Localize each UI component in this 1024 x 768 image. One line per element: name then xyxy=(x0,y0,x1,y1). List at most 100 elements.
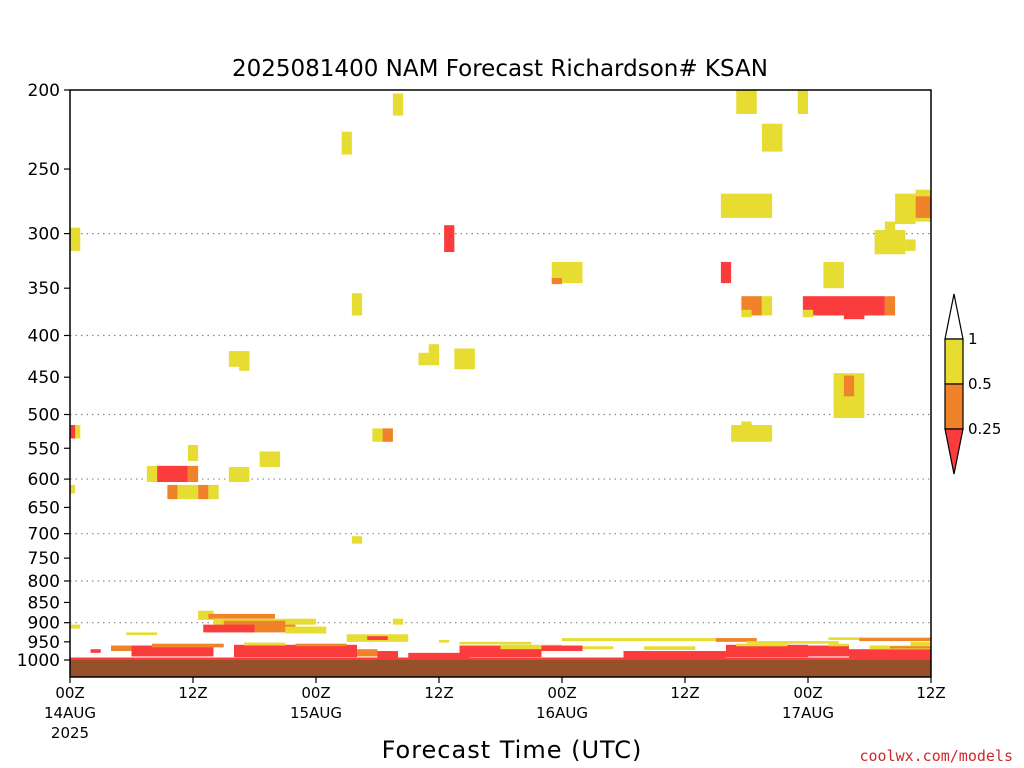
richardson-cell xyxy=(167,484,178,500)
richardson-cell xyxy=(228,467,250,483)
richardson-cell xyxy=(259,451,281,468)
richardson-cell xyxy=(444,225,455,253)
legend: 1 0.5 0.25 xyxy=(944,293,1001,475)
ground-band xyxy=(70,660,931,677)
richardson-cell xyxy=(70,227,81,251)
richardson-cell xyxy=(761,296,773,316)
richardson-cell xyxy=(823,261,844,289)
y-tick-label: 550 xyxy=(28,439,60,459)
richardson-cell xyxy=(198,484,209,500)
richardson-band xyxy=(111,645,142,652)
richardson-band xyxy=(223,620,286,629)
richardson-band xyxy=(152,643,224,648)
legend-label: 1 xyxy=(968,330,978,348)
richardson-cell xyxy=(392,93,404,116)
richardson-cell xyxy=(70,484,76,494)
x-tick-label: 00Z xyxy=(793,684,822,702)
richardson-cell xyxy=(833,373,844,408)
richardson-band xyxy=(244,642,286,646)
richardson-cell xyxy=(428,344,439,362)
x-tick-date: 15AUG xyxy=(290,704,342,722)
richardson-band xyxy=(623,651,726,659)
credit-text: coolwx.com/models xyxy=(859,747,1013,765)
y-tick-label: 600 xyxy=(28,470,60,490)
richardson-band xyxy=(459,641,532,645)
richardson-cell xyxy=(208,484,219,500)
y-tick-label: 650 xyxy=(28,498,60,518)
richardson-cell xyxy=(802,309,814,318)
x-tick-label: 12Z xyxy=(670,684,699,702)
y-tick-label: 200 xyxy=(28,81,60,101)
richardson-cell xyxy=(177,484,199,500)
richardson-cell xyxy=(731,424,773,442)
richardson-band xyxy=(439,639,450,643)
richardson-band xyxy=(726,644,808,658)
y-axis: 200 250 300 350 400 450 500 550 600 650 700 750 8008… xyxy=(17,81,70,671)
y-tick-label: 350 xyxy=(28,279,60,299)
richardson-cell xyxy=(843,307,865,320)
richardson-band xyxy=(408,652,470,659)
richardson-band xyxy=(644,646,696,650)
richardson-cell xyxy=(551,277,562,285)
legend-label: 0.5 xyxy=(968,375,992,393)
richardson-band xyxy=(377,651,398,659)
x-tick-label: 00Z xyxy=(301,684,330,702)
richardson-band xyxy=(582,646,614,650)
legend-arrow-top xyxy=(944,293,964,340)
x-axis: 00Z 14AUG 2025 12Z 00Z 15AUG 12Z 00Z 16AUG 12Z 00Z… xyxy=(44,677,946,742)
y-tick-label: 750 xyxy=(28,549,60,569)
x-tick-date: 14AUG xyxy=(44,704,96,722)
richardson-cell xyxy=(392,618,404,625)
chart-title: 2025081400 NAM Forecast Richardson# KSAN xyxy=(232,56,768,82)
richardson-cell xyxy=(797,90,808,114)
y-tick-label: 950 xyxy=(28,633,60,653)
richardson-band xyxy=(541,645,583,652)
richardson-band xyxy=(357,649,378,657)
legend-swatch-yellow xyxy=(944,338,964,385)
y-tick-label: 900 xyxy=(28,614,60,634)
x-tick-label: 12Z xyxy=(916,684,945,702)
richardson-band xyxy=(859,638,931,642)
richardson-band xyxy=(746,641,839,644)
richardson-band xyxy=(500,644,562,650)
richardson-cell xyxy=(884,296,896,316)
richardson-band xyxy=(126,632,158,636)
plot-frame xyxy=(69,89,932,678)
x-tick-label: 00Z xyxy=(547,684,576,702)
richardson-band xyxy=(562,638,716,642)
richardson-band xyxy=(715,638,757,642)
richardson-cell xyxy=(746,90,757,114)
legend-swatch-orange xyxy=(944,383,964,430)
richardson-cell xyxy=(741,309,752,318)
richardson-cell xyxy=(761,123,783,152)
y-tick-label: 800 xyxy=(28,572,60,592)
richardson-band xyxy=(849,649,931,658)
richardson-band xyxy=(285,626,327,634)
richardson-cell xyxy=(351,293,363,316)
richardson-cell xyxy=(239,352,250,371)
y-tick-label: 850 xyxy=(28,593,60,613)
y-tick-label: 400 xyxy=(28,326,60,346)
richardson-cell xyxy=(843,375,855,397)
richardson-band xyxy=(208,613,275,619)
richardson-band xyxy=(890,646,931,649)
richardson-cell xyxy=(187,465,199,483)
richardson-cell xyxy=(915,196,931,218)
y-tick-label: 300 xyxy=(28,225,60,245)
y-tick-label: 250 xyxy=(28,160,60,180)
x-tick-label: 12Z xyxy=(424,684,453,702)
x-tick-label: 12Z xyxy=(178,684,207,702)
richardson-cell xyxy=(551,261,583,284)
x-tick-year: 2025 xyxy=(51,724,89,742)
y-tick-label: 700 xyxy=(28,525,60,545)
richardson-band xyxy=(244,624,296,633)
richardson-band xyxy=(367,636,388,640)
y-tick-label: 1000 xyxy=(17,651,60,671)
legend-arrow-bottom xyxy=(944,428,964,475)
richardson-band xyxy=(70,657,931,660)
richardson-cell xyxy=(720,261,732,284)
x-tick-date: 17AUG xyxy=(782,704,834,722)
legend-label: 0.25 xyxy=(968,420,1001,438)
richardson-cell xyxy=(187,445,199,461)
